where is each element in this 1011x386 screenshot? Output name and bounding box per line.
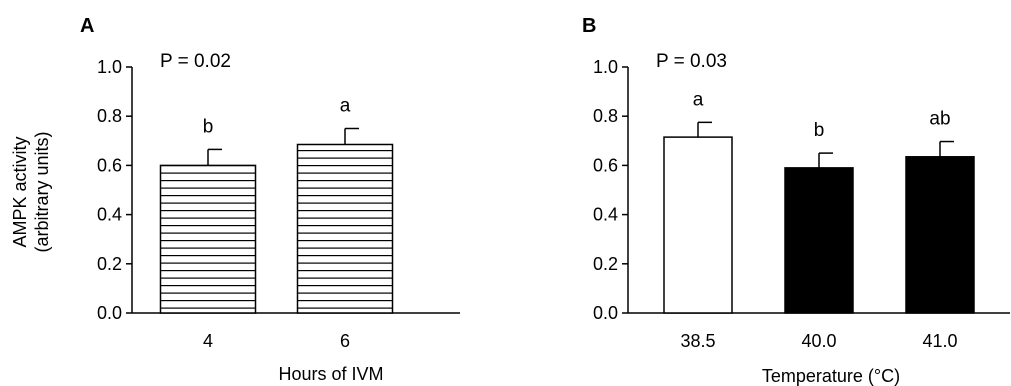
panel-b-x-axis-title: Temperature (°C) <box>762 366 900 386</box>
panel-a-y-tick-label: 0.8 <box>97 106 122 126</box>
panel-a-y-tick-label: 0.2 <box>97 254 122 274</box>
panel-b-bar <box>663 136 733 314</box>
panel-a-bar <box>296 143 394 314</box>
panel-b-y-tick-label: 0.6 <box>593 155 618 175</box>
panel-b-y-tick-label: 0.2 <box>593 254 618 274</box>
panel-a-x-tick-label: 4 <box>203 331 213 351</box>
panel-b-y-tick-label: 0.4 <box>593 205 618 225</box>
panel-b-y-tick-label: 0.0 <box>593 303 618 323</box>
panel-b-p-value: P = 0.03 <box>656 51 727 72</box>
panel-a-significance-letter: a <box>340 96 351 117</box>
panel-a-bar <box>159 164 257 314</box>
panel-b-x-tick-label: 40.0 <box>801 331 836 351</box>
panel-a-significance-letter: b <box>203 116 214 137</box>
panel-a-y-tick-label: 0.6 <box>97 155 122 175</box>
panel-b-y-tick-label: 1.0 <box>593 57 618 77</box>
panel-a-y-tick-label: 0.4 <box>97 205 122 225</box>
panel-a-y-axis-title-line2: (arbitrary units) <box>32 131 52 252</box>
panel-b-significance-letter: a <box>693 89 704 110</box>
panel-a-x-tick-label: 6 <box>340 331 350 351</box>
panel-b-chart: 0.0 0.2 0.4 0.6 0.8 1.0 a 38.5 b 40.0 ab 41.0 <box>593 57 1010 351</box>
panel-a-p-value: P = 0.02 <box>160 51 231 72</box>
panel-a-chart: 0.0 0.2 0.4 0.6 0.8 1.0 b 4 a 6 <box>97 57 460 351</box>
panel-b-significance-letter: ab <box>929 109 950 130</box>
panel-a-y-tick-label: 1.0 <box>97 57 122 77</box>
panel-b-x-tick-label: 41.0 <box>922 331 957 351</box>
panel-b-x-tick-label: 38.5 <box>680 331 715 351</box>
panel-a-x-axis-title: Hours of IVM <box>278 364 383 384</box>
panel-b-significance-letter: b <box>814 120 825 141</box>
panel-b-label: B <box>582 15 596 37</box>
panel-a-label: A <box>80 15 94 37</box>
panel-a-y-tick-label: 0.0 <box>97 303 122 323</box>
panel-b-bar <box>905 156 975 314</box>
panel-b-y-tick-label: 0.8 <box>593 106 618 126</box>
panel-a-y-axis-title-line1: AMPK activity <box>10 136 30 247</box>
panel-b-bar <box>784 167 854 314</box>
